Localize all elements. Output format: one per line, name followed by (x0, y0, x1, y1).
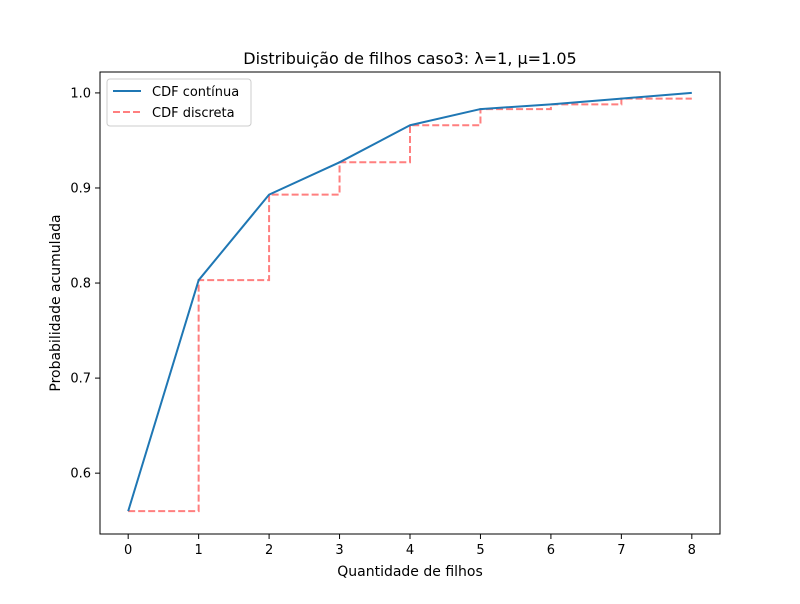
series-layer (127, 91, 692, 513)
x-tick-label: 1 (194, 543, 202, 558)
legend-box (106, 78, 252, 127)
x-tick-label: 6 (547, 543, 555, 558)
legend-label-continuous: CDF contínua (152, 85, 239, 100)
x-tick-label: 0 (124, 543, 132, 558)
x-tick-label: 3 (335, 543, 343, 558)
x-axis-label: Quantidade de filhos (337, 564, 483, 580)
legend: CDF contínua CDF discreta (106, 78, 252, 127)
x-axis: 0 1 2 3 4 5 6 7 8 (124, 534, 696, 558)
y-tick-label: 0.7 (70, 372, 91, 387)
y-axis-label: Probabilidade acumulada (48, 214, 64, 391)
x-tick-label: 7 (617, 543, 625, 558)
x-tick-label: 4 (406, 543, 414, 558)
series-line-continuous (127, 91, 692, 512)
x-tick-label: 2 (265, 543, 273, 558)
y-tick-label: 0.9 (70, 181, 91, 196)
y-tick-label: 0.8 (70, 277, 91, 292)
y-tick-label: 1.0 (70, 86, 91, 101)
x-tick-label: 5 (476, 543, 484, 558)
y-tick-label: 0.6 (70, 467, 91, 482)
x-tick-label: 8 (688, 543, 696, 558)
legend-label-discrete: CDF discreta (152, 106, 235, 121)
series-line-discrete (128, 97, 692, 513)
chart-title: Distribuição de filhos caso3: λ=1, μ=1.0… (243, 49, 576, 68)
y-axis: 0.6 0.7 0.8 0.9 1.0 (70, 86, 100, 482)
